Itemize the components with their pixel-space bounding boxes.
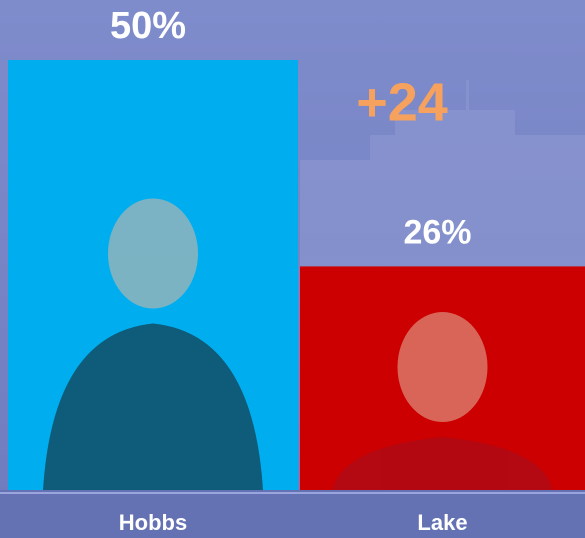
category-label: Lake <box>417 510 467 535</box>
value-label: 26% <box>403 213 471 251</box>
chart: 50% Hobbs 26% Lake +24 <box>0 0 585 538</box>
floor-band <box>0 490 585 538</box>
value-label: 50% <box>110 5 186 47</box>
category-label: Hobbs <box>119 510 187 535</box>
difference-annotation: +24 <box>356 72 448 132</box>
portrait-head <box>398 312 488 422</box>
portrait-head <box>108 199 198 309</box>
